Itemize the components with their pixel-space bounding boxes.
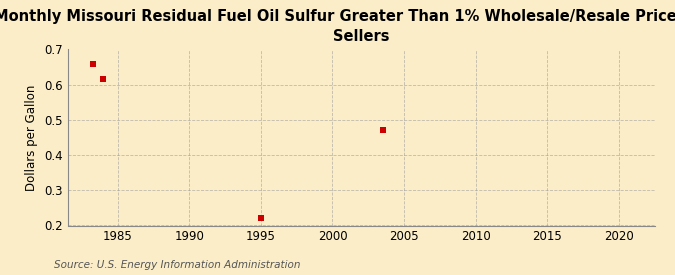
Y-axis label: Dollars per Gallon: Dollars per Gallon (26, 84, 38, 191)
Point (377, 128, 388, 133)
Point (98, 77, 109, 82)
Text: Source: U.S. Energy Information Administration: Source: U.S. Energy Information Administ… (54, 260, 300, 270)
Point (255, 216, 266, 220)
Point (88, 61, 99, 66)
Title: Monthly Missouri Residual Fuel Oil Sulfur Greater Than 1% Wholesale/Resale Price: Monthly Missouri Residual Fuel Oil Sulfu… (0, 9, 675, 44)
